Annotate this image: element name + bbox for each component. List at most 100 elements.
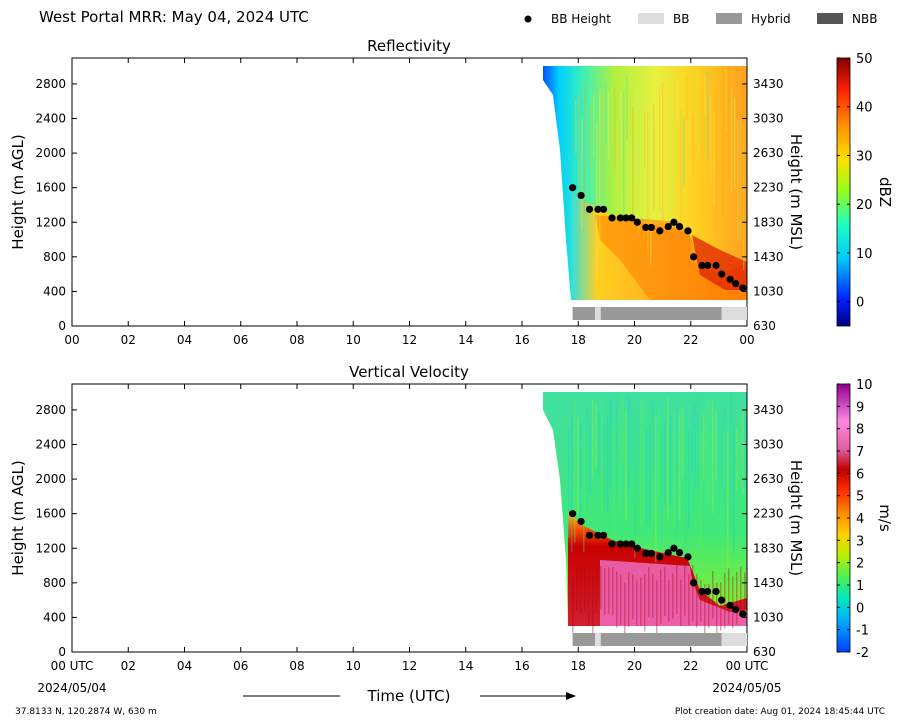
- velocity-streak: [580, 423, 582, 529]
- reflectivity-streak: [599, 92, 601, 248]
- reflectivity-streak: [695, 69, 697, 143]
- colorbar-tick-label: 50: [856, 52, 873, 67]
- colorbar-tick-label: -2: [856, 646, 869, 661]
- reflectivity-colorbar-label: dBZ: [876, 177, 894, 207]
- velocity-field: [543, 392, 747, 641]
- y-tick-label: 2800: [35, 77, 66, 91]
- velocity-y2-label: Height (m MSL): [787, 460, 805, 576]
- reflectivity-streak: [641, 92, 643, 165]
- bb-height-point: [712, 587, 720, 596]
- velocity-streak: [697, 394, 699, 486]
- reflectivity-streak: [593, 95, 595, 157]
- x-tick-label: 20: [627, 659, 642, 673]
- bb-height-point: [616, 214, 625, 222]
- velocity-streak: [744, 572, 746, 615]
- legend-nbb-swatch: [817, 13, 843, 24]
- y-tick-label: 1600: [35, 507, 66, 521]
- legend-hybrid-label: Hybrid: [751, 12, 791, 26]
- bb-height-point: [670, 544, 678, 552]
- reflectivity-streak: [617, 121, 619, 191]
- velocity-streak: [592, 398, 594, 477]
- velocity-title: Vertical Velocity: [349, 363, 469, 381]
- reflectivity-panel: Reflectivity Height (m AGL) Height (m MS…: [9, 37, 894, 347]
- legend-nbb-label: NBB: [852, 12, 877, 26]
- y2-tick-label: 3030: [753, 438, 784, 452]
- velocity-streak: [688, 428, 690, 530]
- bb-height-point: [726, 275, 734, 283]
- bb-type-segment: [572, 633, 596, 646]
- x-tick-label: 12: [402, 659, 417, 673]
- velocity-streak: [577, 418, 579, 514]
- bb-height-point: [633, 218, 641, 226]
- colorbar-tick-label: 9: [856, 400, 864, 415]
- bb-height-point: [675, 548, 684, 557]
- bb-height-point: [577, 191, 585, 200]
- bb-height-point: [594, 531, 602, 539]
- colorbar-tick-label: 0: [856, 296, 864, 311]
- bb-height-point: [608, 214, 616, 222]
- time-axis-label: Time (UTC): [367, 687, 451, 705]
- velocity-streak: [718, 411, 720, 513]
- reflectivity-y2-label: Height (m MSL): [787, 134, 805, 250]
- bb-height-point: [704, 261, 712, 270]
- x-tick-label: 00 UTC: [51, 659, 94, 673]
- legend-hybrid-swatch: [716, 13, 742, 24]
- y2-tick-label: 1830: [753, 541, 784, 555]
- y2-tick-label: 1430: [753, 250, 784, 264]
- time-arrow-head-icon: [566, 692, 576, 700]
- reflectivity-streak: [713, 111, 715, 206]
- colorbar-tick-label: 5: [856, 490, 864, 505]
- y2-tick-label: 2630: [753, 472, 784, 486]
- reflectivity-colorbar: [836, 57, 851, 327]
- velocity-streak: [676, 565, 678, 615]
- velocity-streak: [625, 410, 627, 521]
- velocity-streak: [631, 407, 633, 471]
- bb-height-point: [656, 553, 664, 561]
- velocity-streak: [673, 414, 675, 526]
- velocity-streak: [672, 572, 674, 619]
- reflectivity-streak: [725, 70, 727, 133]
- reflectivity-streak: [728, 67, 730, 180]
- bb-height-point: [689, 579, 698, 587]
- velocity-streak: [736, 571, 738, 625]
- velocity-streak: [584, 566, 586, 612]
- velocity-streak: [619, 408, 621, 514]
- y2-tick-label: 2230: [753, 507, 784, 521]
- reflectivity-streak: [608, 92, 610, 161]
- velocity-streak: [704, 584, 706, 641]
- reflectivity-streak: [710, 94, 712, 185]
- reflectivity-streak: [719, 104, 721, 177]
- station-location: 37.8133 N, 120.2874 W, 630 m: [15, 707, 157, 717]
- legend-bb-height-marker: [524, 15, 532, 23]
- reflectivity-streak: [578, 92, 580, 194]
- reflectivity-streak: [704, 75, 706, 116]
- velocity-streak: [720, 582, 722, 631]
- y2-tick-label: 3430: [753, 77, 784, 91]
- colorbar-tick-label: 2: [856, 557, 864, 572]
- y2-tick-label: 630: [753, 319, 776, 333]
- y-tick-label: 1200: [35, 215, 66, 229]
- y-tick-label: 800: [43, 576, 66, 590]
- bb-height-point: [642, 549, 650, 558]
- velocity-streak: [656, 580, 658, 635]
- reflectivity-streak: [647, 111, 649, 256]
- velocity-streak: [676, 407, 678, 542]
- velocity-streak: [730, 392, 732, 528]
- velocity-streak: [607, 415, 609, 512]
- velocity-streak: [628, 572, 630, 627]
- y2-tick-label: 630: [753, 645, 776, 659]
- reflectivity-streak: [743, 124, 745, 271]
- velocity-streak: [652, 573, 654, 618]
- bb-height-point: [739, 284, 747, 292]
- bb-height-point: [684, 227, 692, 235]
- velocity-streak: [610, 399, 612, 491]
- x-tick-label: 08: [289, 659, 304, 673]
- velocity-streak: [613, 427, 615, 539]
- reflectivity-streak: [623, 90, 625, 222]
- bb-height-point: [647, 549, 655, 558]
- reflectivity-streak: [698, 69, 700, 153]
- velocity-streak: [667, 397, 669, 522]
- bb-height-point: [675, 222, 684, 231]
- reflectivity-streak: [596, 122, 598, 279]
- y-tick-label: 400: [43, 610, 66, 624]
